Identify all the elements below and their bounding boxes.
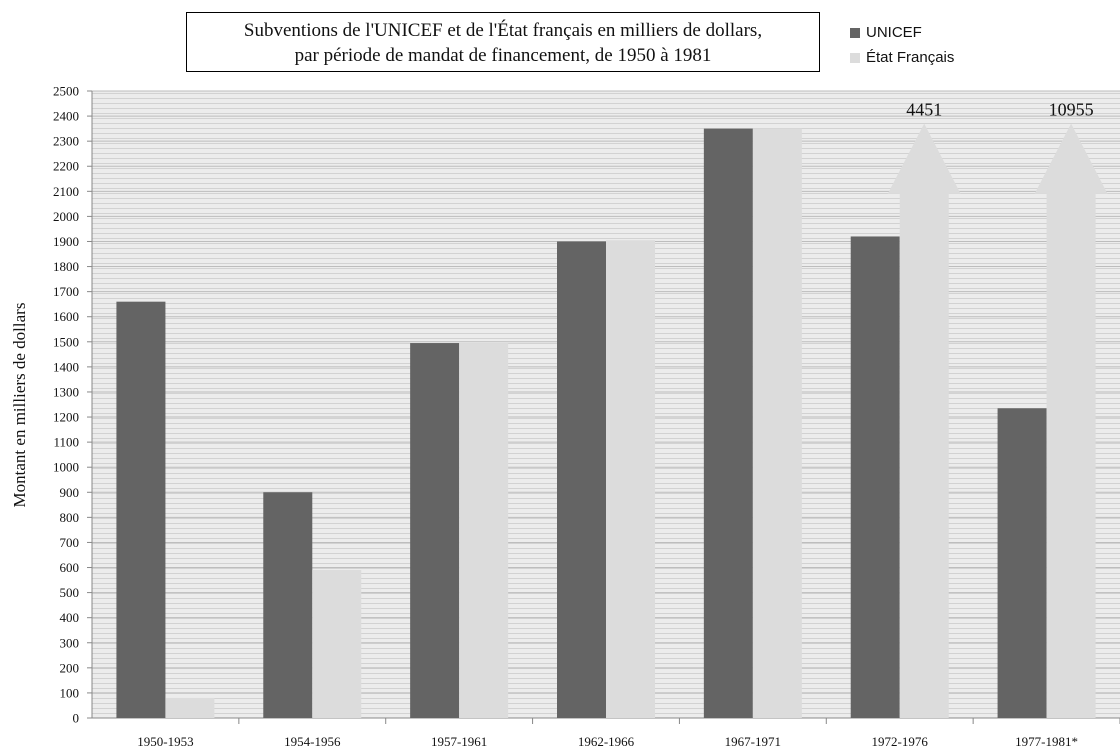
x-tick-label: 1954-1956: [284, 734, 341, 749]
bar: [312, 570, 362, 718]
chart-title-line-2: par période de mandat de financement, de…: [294, 45, 712, 66]
bar: [997, 408, 1047, 718]
y-tick-label: 2100: [53, 184, 79, 199]
y-tick-label: 1100: [53, 435, 79, 450]
bar-overflow-value-label: 10955: [1049, 100, 1094, 120]
bar: [116, 301, 166, 718]
legend-item-unicef: UNICEF: [850, 20, 954, 45]
y-tick-label: 500: [60, 585, 80, 600]
y-tick-label: 1000: [53, 460, 79, 475]
legend-swatch-unicef: [850, 27, 860, 38]
y-tick-label: 1300: [53, 384, 79, 399]
x-tick-label: 1950-1953: [137, 734, 193, 749]
bar: [557, 241, 606, 719]
y-tick-label: 400: [60, 610, 80, 625]
y-tick-label: 1500: [53, 334, 79, 349]
legend: UNICEF État Français: [850, 20, 954, 70]
y-tick-label: 1600: [53, 309, 79, 324]
y-tick-label: 100: [60, 685, 80, 700]
x-tick-label: 1957-1961: [431, 734, 487, 749]
legend-item-etat-francais: État Français: [850, 45, 954, 70]
y-tick-label: 1800: [53, 259, 79, 274]
y-tick-label: 2000: [53, 209, 79, 224]
y-tick-label: 600: [60, 560, 80, 575]
bar: [263, 492, 313, 718]
y-tick-label: 700: [60, 535, 80, 550]
y-tick-label: 2400: [53, 109, 79, 124]
legend-swatch-etat-francais: [850, 52, 860, 63]
bar-overflow-arrow: [887, 123, 961, 718]
bar: [850, 236, 900, 719]
bar: [752, 128, 802, 718]
legend-label-unicef: UNICEF: [866, 24, 922, 41]
bar: [703, 128, 753, 718]
y-tick-label: 0: [73, 711, 80, 726]
y-tick-label: 200: [60, 660, 80, 675]
y-tick-label: 1400: [53, 359, 79, 374]
legend-label-etat-francais: État Français: [866, 49, 955, 66]
bar-overflow-value-label: 4451: [906, 100, 942, 120]
x-tick-label: 1972-1976: [872, 734, 929, 749]
y-tick-label: 2300: [53, 134, 79, 149]
y-tick-label: 1900: [53, 234, 79, 249]
y-tick-label: 1700: [53, 284, 79, 299]
y-tick-label: 2200: [53, 159, 79, 174]
y-tick-label: 300: [60, 635, 80, 650]
bar-overflow-arrow: [1034, 123, 1108, 718]
y-tick-label: 800: [60, 510, 80, 525]
bar: [165, 697, 215, 718]
y-tick-label: 900: [60, 485, 80, 500]
y-tick-label: 2500: [53, 84, 79, 99]
x-tick-label: 1977-1981*: [1015, 734, 1078, 749]
x-tick-label: 1967-1971: [725, 734, 781, 749]
bar: [410, 343, 460, 718]
x-tick-label: 1962-1966: [578, 734, 635, 749]
bar: [459, 343, 509, 718]
bar: [606, 240, 655, 718]
chart-title-line-1: Subventions de l'UNICEF et de l'État fra…: [243, 20, 763, 41]
y-tick-label: 1200: [53, 410, 79, 425]
chart-title: Subventions de l'UNICEF et de l'État fra…: [186, 12, 820, 72]
